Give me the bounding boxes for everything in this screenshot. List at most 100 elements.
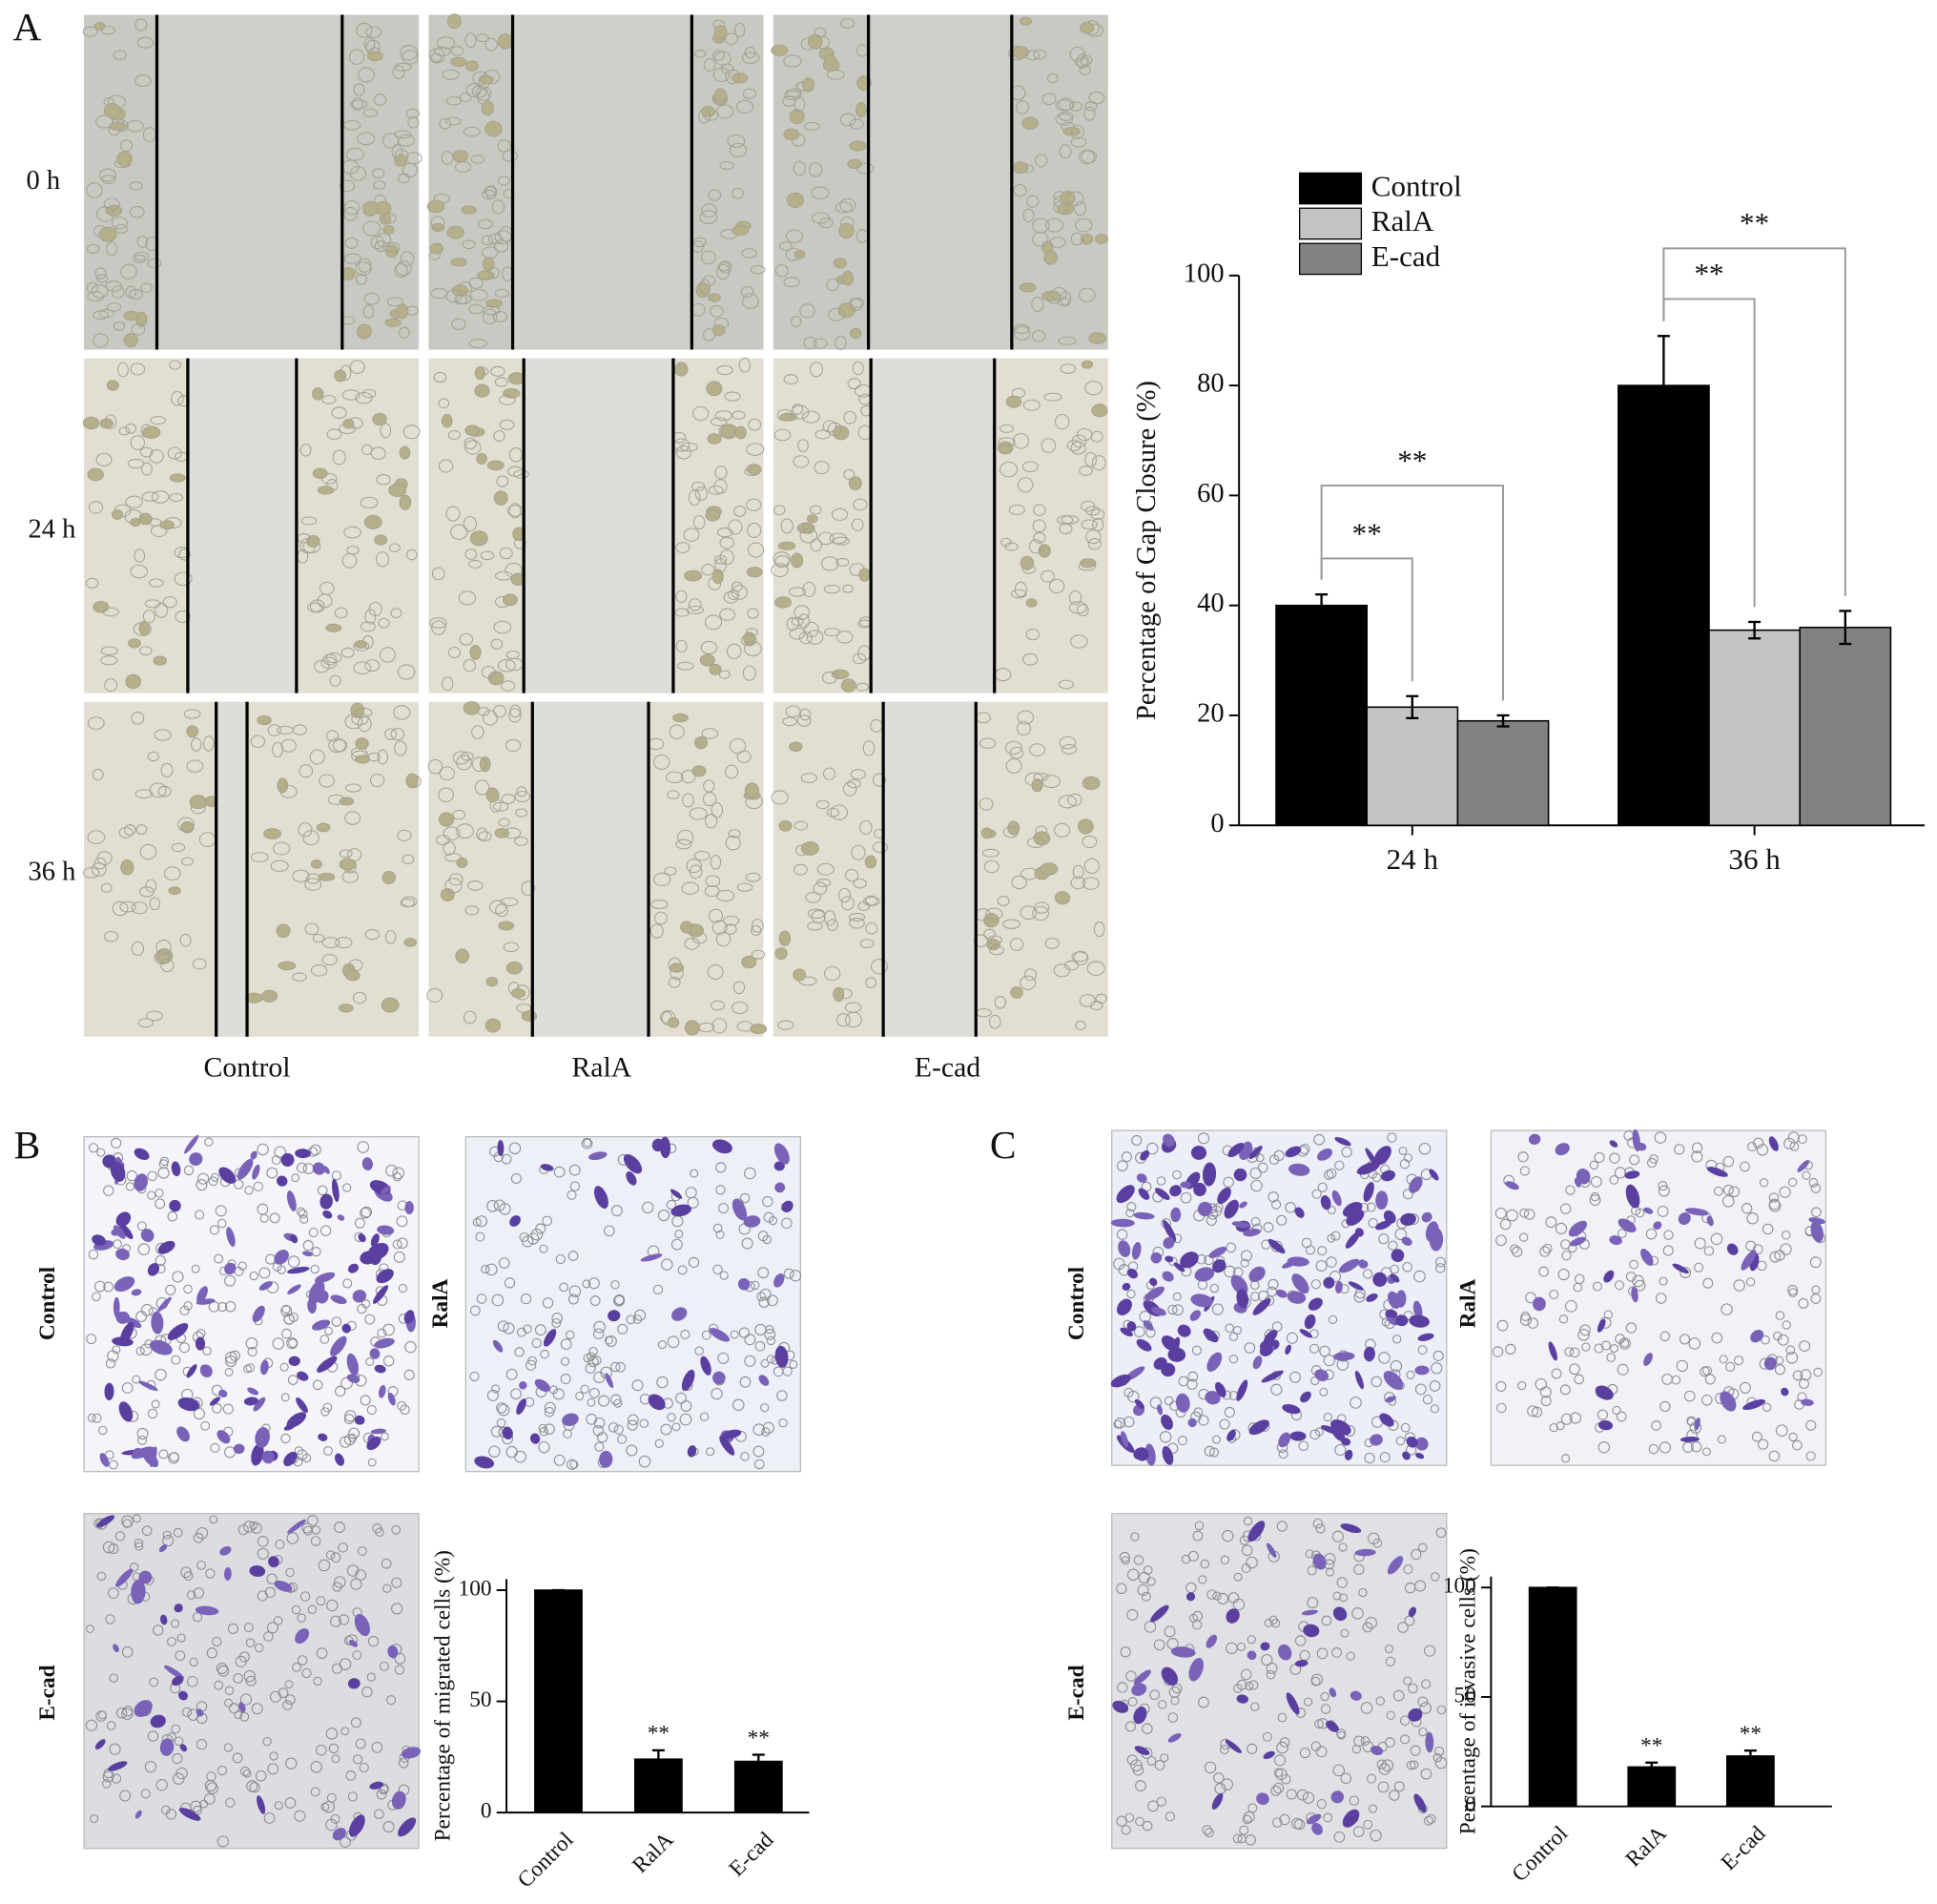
cell (847, 779, 861, 789)
cell (745, 872, 761, 882)
stained-cell (1285, 1146, 1302, 1158)
cell (1041, 569, 1055, 583)
cell (1083, 858, 1100, 874)
pore (1119, 1551, 1130, 1563)
cell (714, 51, 732, 66)
pore (628, 1414, 639, 1426)
cell (326, 428, 342, 440)
pore (209, 1225, 219, 1235)
cell (477, 270, 495, 280)
cell (813, 338, 828, 349)
cell (505, 961, 523, 975)
pore (210, 1442, 220, 1453)
cell (475, 33, 489, 43)
cell (675, 542, 690, 553)
pore (155, 1189, 164, 1198)
cell (820, 556, 839, 571)
pore (1704, 1374, 1716, 1385)
cell (833, 986, 845, 1003)
pore (170, 1619, 180, 1628)
pore (1551, 1368, 1562, 1379)
cell (321, 954, 338, 966)
stained-cell (562, 1413, 579, 1427)
cell (405, 548, 418, 561)
pore (225, 1351, 237, 1364)
panel-label: B (14, 1123, 41, 1167)
scratch-gap (871, 358, 995, 693)
pore (1435, 1263, 1446, 1273)
pore (1558, 1314, 1569, 1324)
cell (691, 405, 710, 422)
stained-cell (737, 1277, 751, 1291)
pore (167, 1636, 176, 1646)
cell (447, 430, 462, 440)
cell (498, 817, 510, 827)
pore (1315, 1523, 1326, 1534)
cell (356, 22, 373, 38)
pore (535, 1223, 546, 1234)
stained-cell (113, 1296, 120, 1318)
stained-cell (1301, 1609, 1318, 1616)
pore (346, 1564, 360, 1577)
stained-cell (1412, 1300, 1423, 1319)
pore (1286, 1789, 1297, 1800)
cell (1056, 515, 1074, 526)
pore (789, 1270, 802, 1282)
stained-cell (169, 1199, 181, 1212)
pore (1214, 1202, 1224, 1212)
pore (302, 1525, 314, 1536)
pore (1125, 1670, 1137, 1682)
cell (731, 1001, 749, 1014)
pore (605, 1335, 617, 1348)
pore (715, 1162, 727, 1173)
pore (1569, 1347, 1580, 1358)
pore (102, 1541, 115, 1554)
pore (1657, 1205, 1669, 1217)
cell (703, 779, 715, 793)
pore (1334, 1160, 1345, 1170)
pore (1519, 1314, 1533, 1326)
pore (1372, 1538, 1383, 1548)
cell (1058, 795, 1077, 809)
stained-cell (1568, 1220, 1588, 1237)
stained-cell (1373, 1146, 1391, 1166)
pore (1702, 1277, 1714, 1289)
pore (1651, 1420, 1661, 1431)
scratch-gap (187, 358, 297, 693)
stained-cell (1342, 1809, 1360, 1828)
pore (1191, 1345, 1203, 1356)
pore (361, 1686, 373, 1698)
stained-cell (354, 1613, 370, 1637)
pore (1792, 1439, 1803, 1451)
pore (310, 1264, 319, 1274)
stained-cell (1282, 1404, 1301, 1415)
pore (1341, 1147, 1352, 1158)
stained-cell (347, 1678, 361, 1689)
cell (479, 756, 491, 773)
pore (694, 1346, 704, 1356)
stained-cell (1742, 1399, 1766, 1411)
pore (1227, 1592, 1240, 1604)
stained-cell (370, 1233, 380, 1248)
stained-cell (709, 1328, 731, 1342)
cell (463, 701, 481, 715)
pore (232, 1752, 243, 1764)
scratch-gap (524, 358, 673, 693)
pore (245, 1675, 257, 1687)
cell (351, 713, 369, 726)
cell (729, 142, 748, 157)
stained-cell (218, 1167, 237, 1184)
cell (103, 930, 119, 942)
cell (374, 534, 388, 546)
stained-cell (1323, 1276, 1335, 1289)
pore (1177, 1436, 1188, 1446)
pore (217, 1302, 228, 1313)
cell (402, 50, 419, 65)
pore (1721, 1194, 1735, 1208)
pore (1278, 1449, 1288, 1459)
pore (245, 1638, 256, 1648)
pore (604, 1225, 615, 1237)
stained-cell (134, 1173, 149, 1191)
cell (803, 621, 819, 638)
pore (167, 1211, 178, 1222)
